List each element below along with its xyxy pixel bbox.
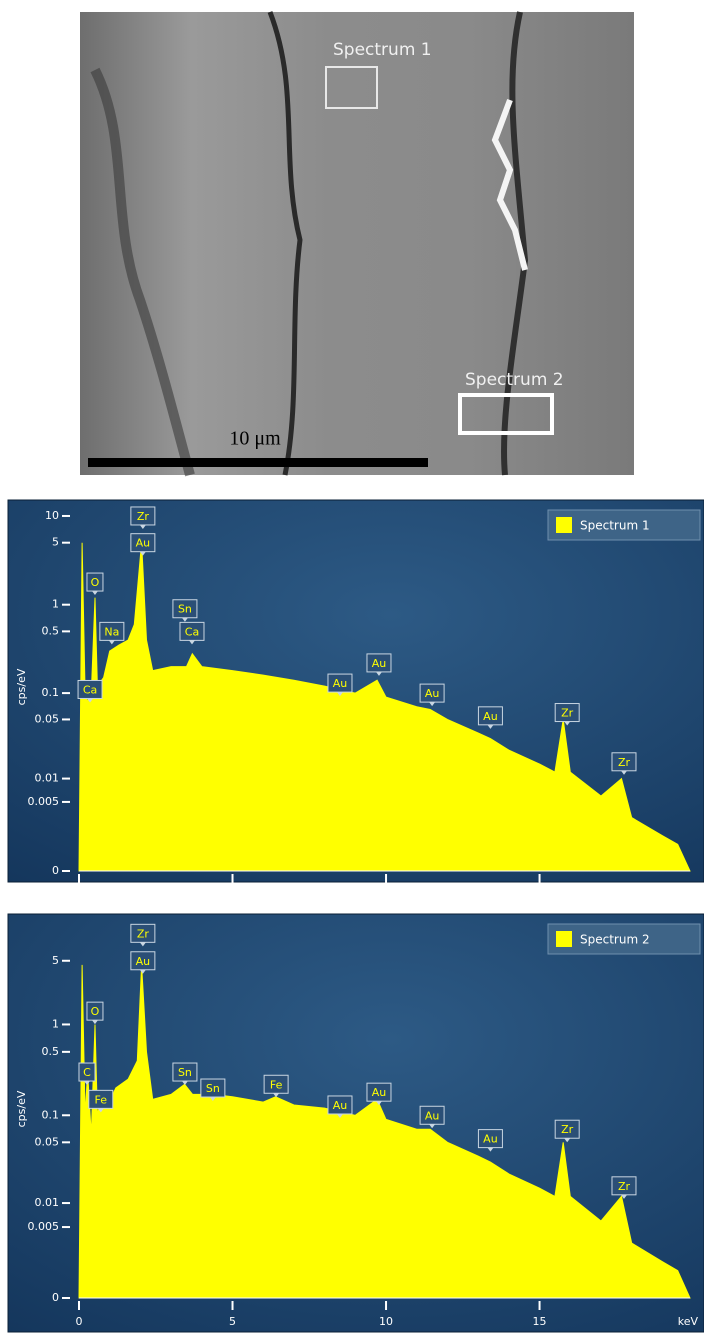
y-tick-label: 0.05 (35, 712, 60, 725)
y-tick-label: 1 (52, 1017, 59, 1030)
x-tick-label: 10 (379, 1315, 393, 1328)
peak-label: Au (136, 955, 151, 968)
y-tick-label: 0.01 (35, 1196, 60, 1209)
spectrum-label: Spectrum 2 (465, 370, 564, 390)
y-tick-label: 0.005 (28, 1220, 60, 1233)
peak-label: Au (136, 537, 151, 550)
legend-swatch (556, 517, 572, 533)
y-tick-label: 0 (52, 1291, 59, 1304)
x-axis-label: keV (678, 888, 699, 901)
x-tick-label: 5 (229, 888, 236, 901)
peak-label: Ca (185, 625, 199, 638)
x-tick-label: 0 (76, 888, 83, 901)
peak-label: O (91, 1005, 100, 1018)
peak-label: C (83, 1066, 91, 1079)
x-tick-label: 0 (76, 1315, 83, 1328)
spectrum-chart: Spectrum 2 5 1 0.5 0.1 0.05 0.01 0.005 0 0 5 10 15 ke… (8, 914, 704, 1332)
peak-label: Au (372, 657, 387, 670)
y-tick-label: 1 (52, 598, 59, 611)
peak-label: Ca (83, 683, 97, 696)
peak-label: Zr (618, 1180, 631, 1193)
figure: Spectrum 1 Spectrum 2 10 μm Spectrum 110… (0, 0, 704, 1344)
peak-label: Zr (561, 1123, 574, 1136)
peak-label: Au (425, 687, 440, 700)
x-tick-label: 15 (533, 1315, 547, 1328)
y-tick-label: 0.01 (35, 772, 60, 785)
peak-label: O (91, 576, 100, 589)
y-tick-label: 0.05 (35, 1135, 60, 1148)
y-tick-label: 0.5 (42, 1045, 60, 1058)
y-tick-label: 0.1 (42, 686, 60, 699)
scale-bar (88, 458, 428, 467)
peak-label: Na (104, 625, 119, 638)
peak-label: Au (333, 677, 348, 690)
peak-label: Zr (137, 510, 150, 523)
peak-label: Au (483, 710, 498, 723)
y-tick-label: 0 (52, 864, 59, 877)
peak-label: Fe (270, 1078, 283, 1091)
y-tick-label: 0.005 (28, 795, 60, 808)
peak-label: Au (333, 1099, 348, 1112)
sem-image: Spectrum 1 Spectrum 2 10 μm (80, 12, 634, 475)
peak-label: Zr (561, 707, 574, 720)
peak-label: Sn (206, 1082, 220, 1095)
x-tick-label: 15 (533, 888, 547, 901)
spectrum-chart: Spectrum 1 10 5 1 0.5 0.1 0.05 0.01 0.005 0 0 5 10 15… (8, 500, 704, 901)
y-tick-label: 5 (52, 954, 59, 967)
peak-label: Fe (95, 1093, 108, 1106)
peak-label: Au (425, 1109, 440, 1122)
y-tick-label: 5 (52, 536, 59, 549)
spectrum-label: Spectrum 1 (333, 40, 432, 60)
peak-label: Zr (137, 927, 150, 940)
legend-label: Spectrum 1 (580, 519, 650, 533)
x-axis-label: keV (678, 1315, 699, 1328)
peak-label: Sn (178, 603, 192, 616)
y-axis-label: cps/eV (15, 1090, 28, 1127)
x-tick-label: 5 (229, 1315, 236, 1328)
y-tick-label: 0.1 (42, 1108, 60, 1121)
y-tick-label: 10 (45, 509, 59, 522)
peak-label: Sn (178, 1066, 192, 1079)
peak-label: Zr (618, 756, 631, 769)
y-tick-label: 0.5 (42, 624, 60, 637)
scale-label: 10 μm (229, 428, 281, 450)
page: Spectrum 1 Spectrum 2 10 μm Spectrum 110… (0, 0, 704, 1344)
x-tick-label: 10 (379, 888, 393, 901)
y-axis-label: cps/eV (15, 668, 28, 705)
legend-swatch (556, 931, 572, 947)
peak-label: Au (372, 1086, 387, 1099)
legend-label: Spectrum 2 (580, 933, 650, 947)
peak-label: Au (483, 1133, 498, 1146)
